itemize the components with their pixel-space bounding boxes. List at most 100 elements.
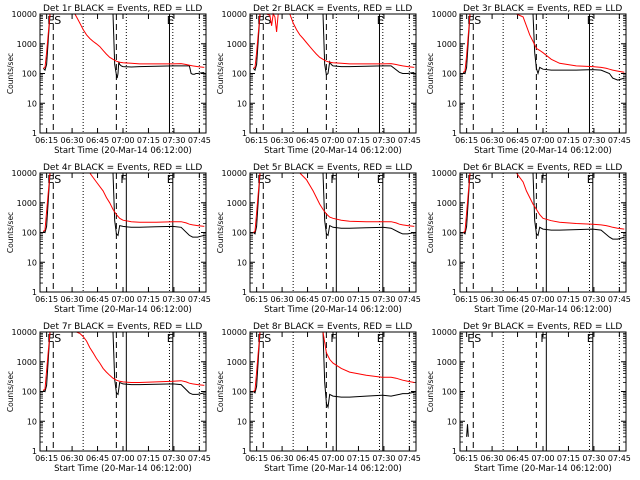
panel-det-7: Det 7r BLACK = Events, RED = LLD 1 10 100 10… xyxy=(6,322,211,474)
plot-frame xyxy=(39,13,207,134)
marker-label: F xyxy=(540,173,546,186)
x-tick-label: 07:15 xyxy=(137,136,160,145)
panel-title: Det 5r BLACK = Events, RED = LLD xyxy=(253,163,412,173)
y-tick-label: 100 xyxy=(22,229,37,238)
x-tick-label: 06:15 xyxy=(455,295,478,304)
x-tick-label: 06:30 xyxy=(61,136,84,145)
panel-title: Det 9r BLACK = Events, RED = LLD xyxy=(463,322,622,332)
panel-det-2: Det 2r BLACK = Events, RED = LLD 1 10 100 10… xyxy=(216,4,421,156)
plot-frame xyxy=(249,13,417,134)
panel-title: Det 7r BLACK = Events, RED = LLD xyxy=(43,322,202,332)
x-tick-label: 07:15 xyxy=(347,454,370,463)
plot-frame xyxy=(459,13,627,134)
x-axis-label: Start Time (20-Mar-14 06:12:00) xyxy=(54,464,192,474)
marker-label: F xyxy=(540,332,546,345)
x-tick-label: 06:15 xyxy=(245,136,268,145)
y-tick-label: 1000 xyxy=(17,358,37,367)
y-tick-label: 1000 xyxy=(17,40,37,49)
y-axis-label: Counts/sec xyxy=(6,371,15,412)
y-tick-label: 100 xyxy=(442,388,457,397)
x-axis-label: Start Time (20-Mar-14 06:12:00) xyxy=(474,146,612,156)
x-tick-label: 06:30 xyxy=(481,136,504,145)
y-tick-label: 1000 xyxy=(437,358,457,367)
x-tick-label: 07:45 xyxy=(398,454,421,463)
marker-label: E xyxy=(377,332,384,345)
y-axis-label: Counts/sec xyxy=(6,53,15,94)
x-tick-label: 06:30 xyxy=(271,454,294,463)
x-axis-label: Start Time (20-Mar-14 06:12:00) xyxy=(264,305,402,315)
y-tick-label: 1 xyxy=(452,129,457,138)
panel-title: Det 6r BLACK = Events, RED = LLD xyxy=(463,163,622,173)
y-tick-label: 10 xyxy=(447,417,457,426)
series-events xyxy=(43,331,205,396)
x-tick-label: 07:00 xyxy=(111,454,134,463)
x-axis-label: Start Time (20-Mar-14 06:12:00) xyxy=(264,146,402,156)
y-tick-label: 1000 xyxy=(227,40,247,49)
panel-det-1: Det 1r BLACK = Events, RED = LLD 1 10 100 10… xyxy=(6,4,211,156)
series-events xyxy=(466,424,469,437)
x-tick-label: 06:45 xyxy=(296,454,319,463)
x-tick-label: 06:30 xyxy=(271,136,294,145)
x-tick-label: 07:30 xyxy=(162,295,185,304)
y-tick-label: 1 xyxy=(242,288,247,297)
y-tick-label: 10000 xyxy=(222,328,247,337)
y-tick-label: 10 xyxy=(447,258,457,267)
x-tick-label: 07:45 xyxy=(188,295,211,304)
marker-label: E xyxy=(377,173,384,186)
y-tick-label: 100 xyxy=(232,70,247,79)
x-tick-label: 06:30 xyxy=(61,454,84,463)
panel-det-9: Det 9r BLACK = Events, RED = LLD 1 10 100 10… xyxy=(426,322,631,474)
y-tick-label: 10 xyxy=(27,417,37,426)
y-tick-label: 1 xyxy=(452,288,457,297)
y-tick-label: 10 xyxy=(27,99,37,108)
panel-title: Det 1r BLACK = Events, RED = LLD xyxy=(43,4,202,14)
y-tick-label: 10000 xyxy=(12,10,37,19)
y-tick-label: 1 xyxy=(32,447,37,456)
x-tick-label: 07:45 xyxy=(608,454,631,463)
y-tick-label: 10 xyxy=(447,99,457,108)
marker-label: ES xyxy=(47,332,61,345)
x-tick-label: 07:45 xyxy=(608,136,631,145)
x-tick-label: 07:00 xyxy=(321,136,344,145)
y-tick-label: 10000 xyxy=(222,10,247,19)
x-tick-label: 07:15 xyxy=(347,295,370,304)
x-tick-label: 06:30 xyxy=(481,454,504,463)
y-tick-label: 1000 xyxy=(227,358,247,367)
y-tick-label: 10000 xyxy=(432,10,457,19)
series-events xyxy=(463,13,625,81)
x-tick-label: 07:00 xyxy=(111,295,134,304)
x-tick-label: 07:15 xyxy=(557,295,580,304)
marker-label: E xyxy=(587,14,594,27)
series-lld xyxy=(43,331,205,391)
y-axis-label: Counts/sec xyxy=(216,371,225,412)
x-tick-label: 06:45 xyxy=(506,454,529,463)
x-tick-label: 06:15 xyxy=(245,295,268,304)
plot-frame xyxy=(249,172,417,293)
x-tick-label: 06:15 xyxy=(245,454,268,463)
marker-label: E xyxy=(167,173,174,186)
x-tick-label: 06:45 xyxy=(86,454,109,463)
x-tick-label: 07:00 xyxy=(321,454,344,463)
y-axis-label: Counts/sec xyxy=(6,212,15,253)
x-axis-label: Start Time (20-Mar-14 06:12:00) xyxy=(54,305,192,315)
x-tick-label: 06:45 xyxy=(506,295,529,304)
y-tick-label: 1000 xyxy=(227,199,247,208)
y-tick-label: 1 xyxy=(452,447,457,456)
x-axis-label: Start Time (20-Mar-14 06:12:00) xyxy=(264,464,402,474)
x-tick-label: 07:45 xyxy=(608,295,631,304)
y-tick-label: 1 xyxy=(32,129,37,138)
y-tick-label: 10000 xyxy=(12,328,37,337)
x-tick-label: 07:15 xyxy=(137,295,160,304)
x-tick-label: 07:45 xyxy=(188,136,211,145)
marker-label: ES xyxy=(257,332,271,345)
x-tick-label: 07:30 xyxy=(582,454,605,463)
marker-label: E xyxy=(587,173,594,186)
marker-label: ES xyxy=(467,173,481,186)
y-tick-label: 1 xyxy=(242,447,247,456)
x-tick-label: 07:15 xyxy=(347,136,370,145)
series-lld xyxy=(463,13,625,73)
plot-frame xyxy=(459,172,627,293)
y-tick-label: 10 xyxy=(237,99,247,108)
series-lld xyxy=(253,12,415,69)
x-tick-label: 07:15 xyxy=(137,454,160,463)
